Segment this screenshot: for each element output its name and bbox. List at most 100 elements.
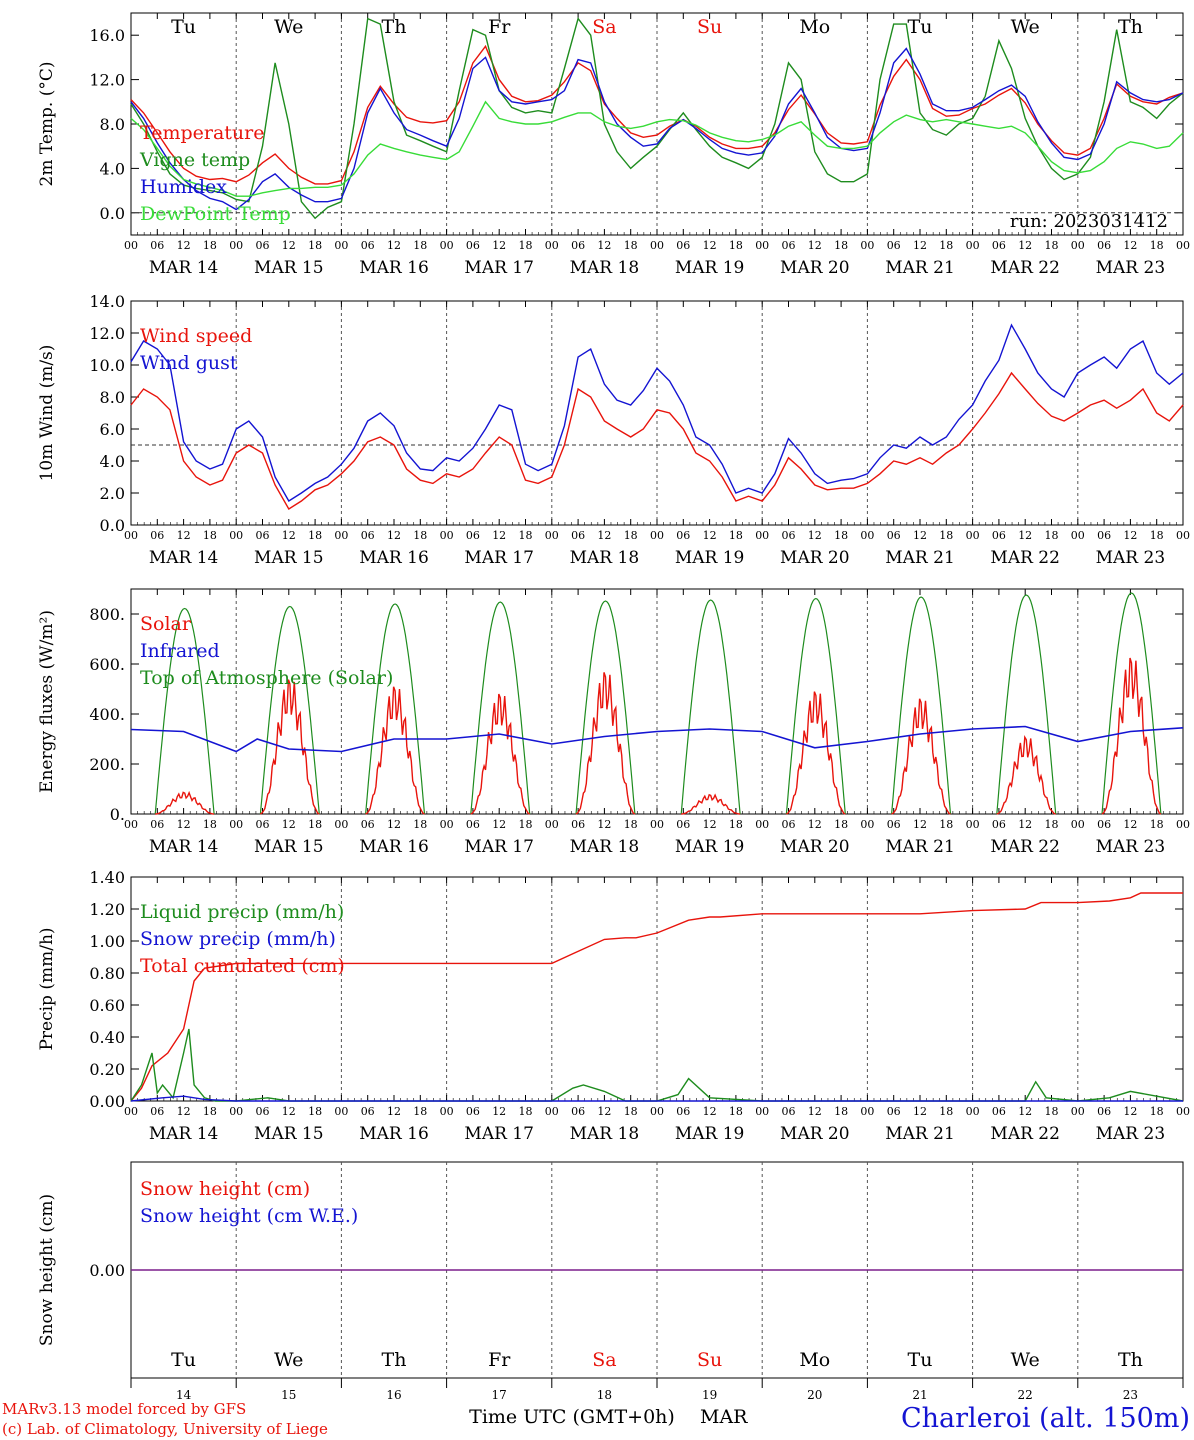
hour-tick-label: 18	[939, 818, 953, 831]
y-tick-label: 800.	[89, 605, 125, 624]
hour-tick-label: 18	[413, 818, 427, 831]
date-label: MAR 18	[570, 837, 640, 857]
hour-tick-label: 06	[1097, 239, 1111, 252]
y-tick-label: 10.0	[89, 356, 125, 375]
hour-tick-label: 12	[597, 529, 611, 542]
y-tick-label: 6.0	[100, 420, 125, 439]
hour-tick-label: 12	[703, 529, 717, 542]
hour-tick-label: 12	[1018, 1105, 1032, 1118]
hour-tick-label: 12	[1123, 1105, 1137, 1118]
date-label: MAR 15	[254, 258, 324, 278]
hour-tick-label: 18	[1150, 529, 1164, 542]
hour-tick-label: 12	[492, 818, 506, 831]
hour-tick-label: 12	[1018, 529, 1032, 542]
y-tick-label: 14.0	[89, 292, 125, 311]
y-tick-label: 0.80	[89, 964, 125, 983]
solar-curve	[891, 698, 951, 815]
day-number: 16	[386, 1388, 401, 1402]
hour-tick-label: 00	[966, 239, 980, 252]
date-label: MAR 14	[149, 837, 219, 857]
hour-tick-label: 00	[545, 1105, 559, 1118]
date-label: MAR 20	[780, 548, 850, 568]
y-axis-label: Precip (mm/h)	[37, 927, 57, 1050]
date-label: MAR 23	[1096, 837, 1166, 857]
hour-tick-label: 06	[782, 818, 796, 831]
hour-tick-label: 00	[334, 818, 348, 831]
legend-entry: Vigne temp	[139, 149, 250, 171]
hour-tick-label: 18	[624, 529, 638, 542]
hour-tick-label: 06	[571, 1105, 585, 1118]
hour-tick-label: 06	[992, 1105, 1006, 1118]
legend-entry: Top of Atmosphere (Solar)	[140, 667, 393, 689]
hour-tick-label: 00	[334, 239, 348, 252]
hour-tick-label: 06	[887, 818, 901, 831]
y-tick-label: 1.00	[89, 932, 125, 951]
day-name-bottom: Th	[382, 1349, 407, 1371]
hour-tick-label: 18	[1045, 1105, 1059, 1118]
date-label: MAR 22	[990, 1124, 1060, 1144]
hour-tick-label: 06	[992, 529, 1006, 542]
day-name-bottom: Su	[697, 1349, 722, 1371]
hour-tick-label: 00	[334, 1105, 348, 1118]
hour-tick-label: 06	[150, 1105, 164, 1118]
date-label: MAR 18	[570, 258, 640, 278]
series-wind-gust	[130, 323, 1184, 502]
legend-entry: Snow height (cm W.E.)	[140, 1205, 358, 1227]
day-number: 20	[807, 1388, 822, 1402]
solar-curve	[1101, 657, 1162, 815]
y-axis-label: Energy fluxes (W/m²)	[37, 610, 57, 793]
hour-tick-label: 12	[492, 529, 506, 542]
date-label: MAR 17	[464, 837, 534, 857]
solar-curve	[575, 672, 636, 815]
toa-solar-curve	[365, 603, 426, 815]
hour-tick-label: 12	[913, 239, 927, 252]
y-axis-label: 2m Temp. (°C)	[37, 61, 57, 186]
date-label: MAR 14	[149, 258, 219, 278]
hour-tick-label: 06	[150, 818, 164, 831]
toa-solar-curve	[891, 596, 952, 815]
y-tick-label: 12.0	[89, 71, 125, 90]
day-number: 19	[702, 1388, 717, 1402]
hour-tick-label: 00	[124, 529, 138, 542]
toa-solar-curve	[154, 607, 215, 815]
hour-tick-label: 12	[177, 239, 191, 252]
series-temperature	[130, 44, 1184, 185]
legend-entry: DewPoint Temp	[140, 203, 291, 225]
hour-tick-label: 06	[571, 529, 585, 542]
hour-tick-label: 18	[1045, 818, 1059, 831]
y-tick-label: 0.40	[89, 1028, 125, 1047]
date-label: MAR 19	[675, 548, 745, 568]
hour-tick-label: 12	[703, 239, 717, 252]
hour-tick-label: 12	[808, 529, 822, 542]
date-label: MAR 16	[359, 837, 429, 857]
y-tick-label: 1.40	[89, 868, 125, 887]
day-name-bottom: Fr	[488, 1349, 511, 1371]
hour-tick-label: 12	[597, 1105, 611, 1118]
hour-tick-label: 12	[282, 818, 296, 831]
hour-tick-label: 06	[256, 239, 270, 252]
hour-tick-label: 06	[676, 818, 690, 831]
hour-tick-label: 06	[466, 818, 480, 831]
date-label: MAR 17	[464, 1124, 534, 1144]
series-snow-precip-mm-h-	[130, 1095, 1183, 1102]
hour-tick-label: 06	[466, 1105, 480, 1118]
hour-tick-label: 12	[1123, 239, 1137, 252]
legend-entry: Total cumulated (cm)	[140, 955, 345, 977]
hour-tick-label: 06	[676, 529, 690, 542]
y-tick-label: 0.20	[89, 1060, 125, 1079]
y-tick-label: 8.0	[100, 388, 125, 407]
hour-tick-label: 12	[177, 1105, 191, 1118]
toa-solar-curve	[680, 599, 741, 815]
hour-tick-label: 18	[939, 1105, 953, 1118]
hour-tick-label: 00	[545, 239, 559, 252]
hour-tick-label: 00	[229, 1105, 243, 1118]
hour-tick-label: 12	[387, 1105, 401, 1118]
day-number: 22	[1018, 1388, 1033, 1402]
day-name-bottom: We	[274, 1349, 303, 1371]
hour-tick-label: 12	[913, 1105, 927, 1118]
hour-tick-label: 18	[729, 818, 743, 831]
hour-tick-label: 18	[519, 818, 533, 831]
hour-tick-label: 12	[808, 1105, 822, 1118]
hour-tick-label: 00	[860, 239, 874, 252]
hour-tick-label: 18	[939, 529, 953, 542]
